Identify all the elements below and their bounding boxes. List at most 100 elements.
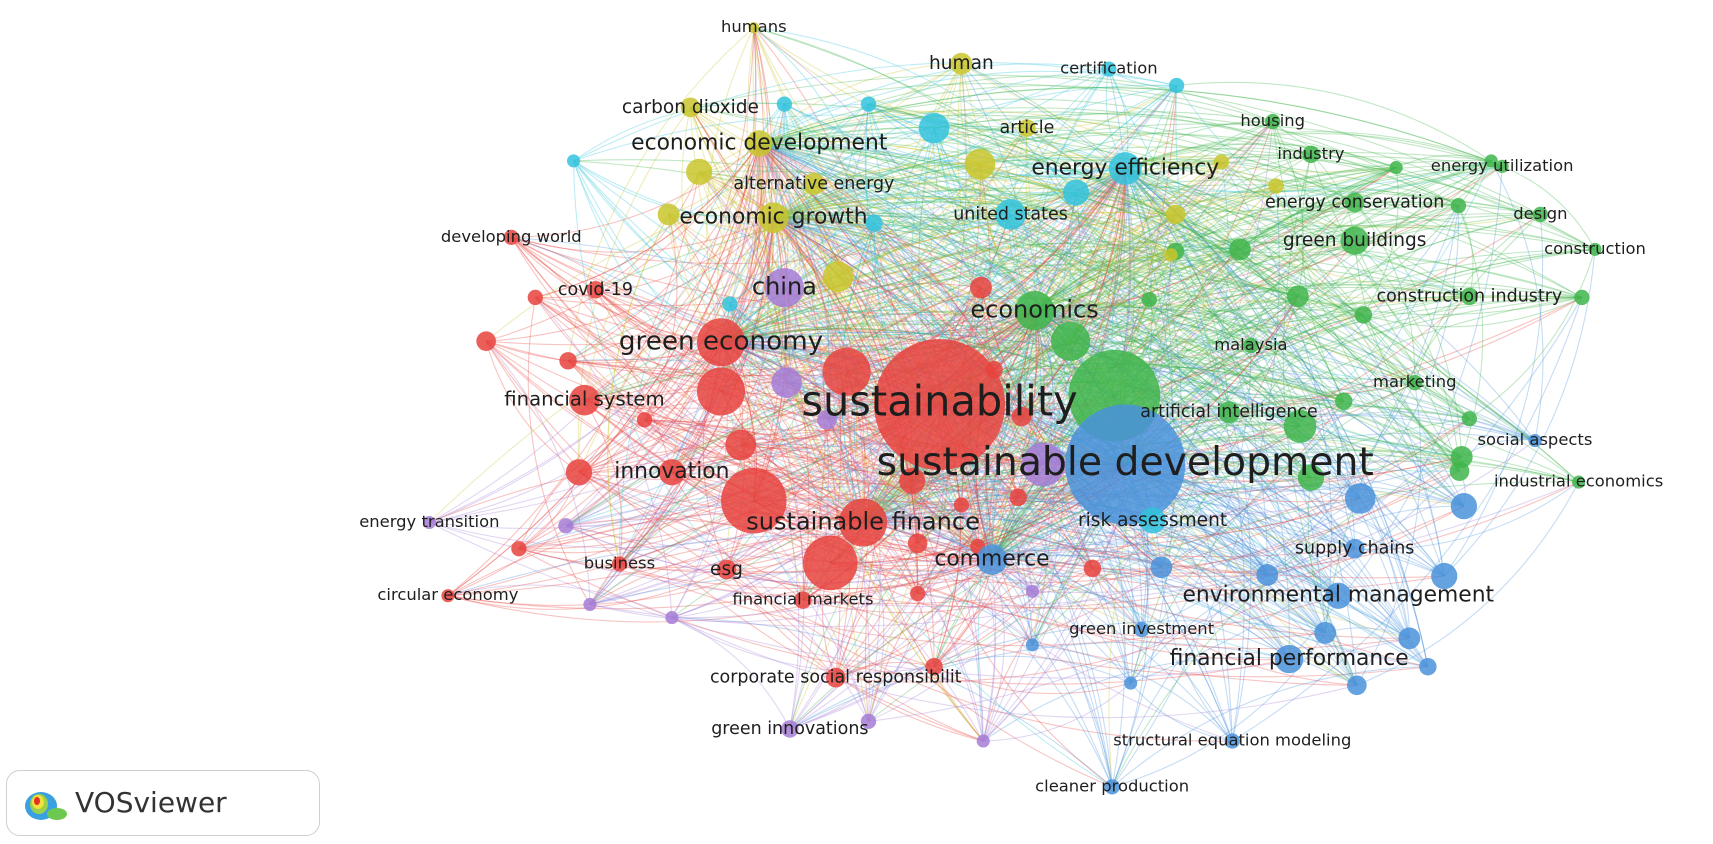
edge	[644, 419, 870, 722]
edge	[758, 143, 1035, 312]
edge	[1125, 166, 1397, 193]
edge	[1034, 304, 1252, 347]
edge	[773, 111, 1273, 219]
node	[1065, 404, 1186, 525]
edge	[1026, 85, 1177, 130]
node-label: alternative energy	[733, 174, 894, 194]
node	[950, 52, 973, 75]
edge	[758, 142, 1143, 630]
edge	[720, 323, 1301, 427]
edge	[773, 212, 1416, 384]
node-label: energy utilization	[1431, 156, 1574, 175]
node	[716, 559, 737, 580]
edge	[759, 107, 1459, 207]
edge	[607, 214, 670, 565]
edge	[991, 168, 1126, 560]
edge	[813, 183, 1035, 312]
edge	[835, 661, 935, 679]
edge	[753, 444, 1361, 502]
node	[1213, 154, 1230, 170]
edge	[977, 168, 1126, 742]
node	[839, 498, 888, 547]
node	[658, 459, 685, 486]
edge	[534, 297, 1445, 579]
node	[665, 610, 679, 625]
edge	[789, 168, 1126, 730]
edge	[759, 87, 1503, 167]
node-label: design	[1513, 204, 1567, 223]
edge	[759, 125, 1583, 298]
edge	[1034, 310, 1465, 507]
edge	[1124, 120, 1273, 169]
edge	[773, 214, 1252, 346]
edge	[565, 390, 1536, 527]
node	[565, 459, 593, 486]
edge	[783, 104, 913, 482]
node	[925, 657, 943, 676]
edge	[1034, 310, 1361, 499]
edge	[447, 464, 1126, 610]
edge	[690, 106, 1397, 205]
edge	[720, 341, 913, 482]
edge	[1034, 168, 1126, 311]
edge	[1130, 345, 1252, 684]
edge	[567, 360, 1355, 558]
node	[559, 352, 577, 370]
edge	[720, 283, 982, 343]
node	[1243, 337, 1259, 354]
edge	[720, 68, 1110, 343]
edge	[485, 340, 984, 742]
node-label: sustainable finance	[746, 508, 980, 536]
edge	[868, 103, 1358, 686]
edge	[798, 183, 828, 421]
edge	[835, 548, 1355, 683]
edge	[773, 154, 1277, 219]
edge	[837, 163, 981, 278]
edge	[1202, 161, 1230, 413]
edge	[1239, 165, 1503, 250]
edge	[721, 341, 1339, 597]
edge	[1026, 127, 1410, 639]
node-label: article	[1000, 118, 1055, 138]
edge	[867, 104, 1044, 465]
node	[1025, 584, 1039, 598]
node	[636, 412, 653, 428]
edge	[573, 160, 722, 343]
edge	[991, 460, 1579, 561]
edge	[716, 143, 760, 343]
edge	[933, 127, 1126, 173]
node	[721, 467, 787, 534]
edge	[786, 213, 1176, 384]
node-label: green innovations	[711, 719, 868, 739]
node	[558, 518, 574, 534]
edge	[771, 217, 828, 421]
edge	[698, 171, 1035, 312]
edge	[773, 179, 1176, 219]
node	[865, 214, 883, 232]
edge	[773, 217, 1356, 550]
edge	[933, 128, 982, 288]
edge	[510, 237, 1033, 592]
edge	[1021, 416, 1361, 503]
edge	[873, 222, 1132, 684]
node	[822, 347, 871, 396]
edge	[1362, 314, 1416, 384]
edge	[720, 269, 1364, 343]
edge	[862, 522, 1162, 577]
node-label: humans	[721, 17, 787, 36]
node	[860, 96, 877, 112]
edge	[789, 464, 1126, 730]
node	[964, 148, 996, 180]
edge	[862, 517, 1326, 634]
edge	[668, 213, 1035, 314]
edge	[589, 569, 1358, 686]
edge	[511, 217, 774, 253]
node	[1354, 306, 1373, 324]
edge	[1124, 168, 1230, 413]
edge	[773, 217, 1230, 413]
edge	[567, 184, 1541, 362]
node-label: structural equation modeling	[1113, 731, 1351, 750]
edge	[1160, 160, 1492, 568]
edge	[758, 63, 962, 144]
edge	[982, 656, 1290, 742]
